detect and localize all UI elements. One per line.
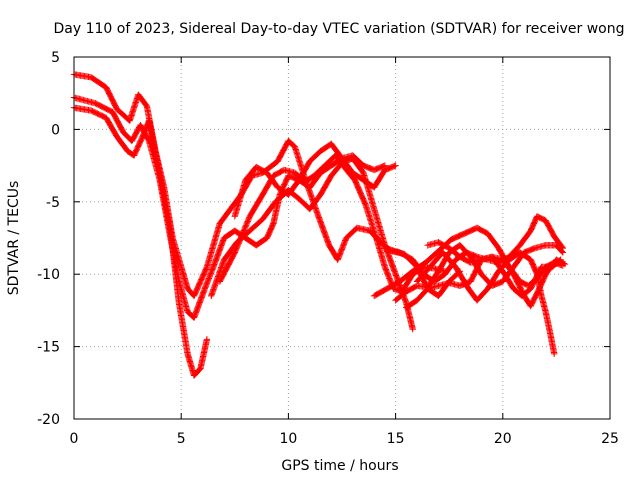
series-track-2 — [70, 104, 211, 379]
y-tick-label: -15 — [37, 340, 60, 356]
x-tick-label: 5 — [177, 431, 186, 447]
y-tick-label: 5 — [51, 50, 60, 66]
series-track-5 — [216, 152, 449, 295]
y-tick-label: 0 — [51, 122, 60, 138]
y-axis-label: SDTVAR / TECUs — [6, 181, 22, 296]
series-markers — [216, 152, 449, 295]
y-tick-label: -10 — [37, 267, 60, 283]
series-track-12 — [403, 253, 564, 311]
series-markers — [403, 253, 564, 311]
plot-frame — [73, 56, 611, 420]
data-series — [70, 71, 569, 379]
series-track-10 — [413, 249, 558, 358]
series-markers — [70, 104, 211, 379]
chart-title: Day 110 of 2023, Sidereal Day-to-day VTE… — [54, 21, 625, 37]
x-tick-label: 10 — [279, 431, 297, 447]
x-tick-label: 25 — [601, 431, 619, 447]
x-axis-label: GPS time / hours — [281, 458, 398, 474]
y-tick-label: -5 — [46, 195, 60, 211]
series-markers — [231, 140, 399, 220]
grid-lines — [74, 57, 610, 419]
series-track-6 — [231, 140, 399, 220]
x-tick-label: 0 — [70, 431, 79, 447]
x-tick-label: 15 — [387, 431, 405, 447]
series-markers — [413, 249, 558, 358]
x-tick-label: 20 — [494, 431, 512, 447]
y-tick-label: -20 — [37, 412, 60, 428]
axis-ticks: 0 5 10 15 20 25 -20 -15 -10 -5 0 5 — [37, 50, 619, 447]
